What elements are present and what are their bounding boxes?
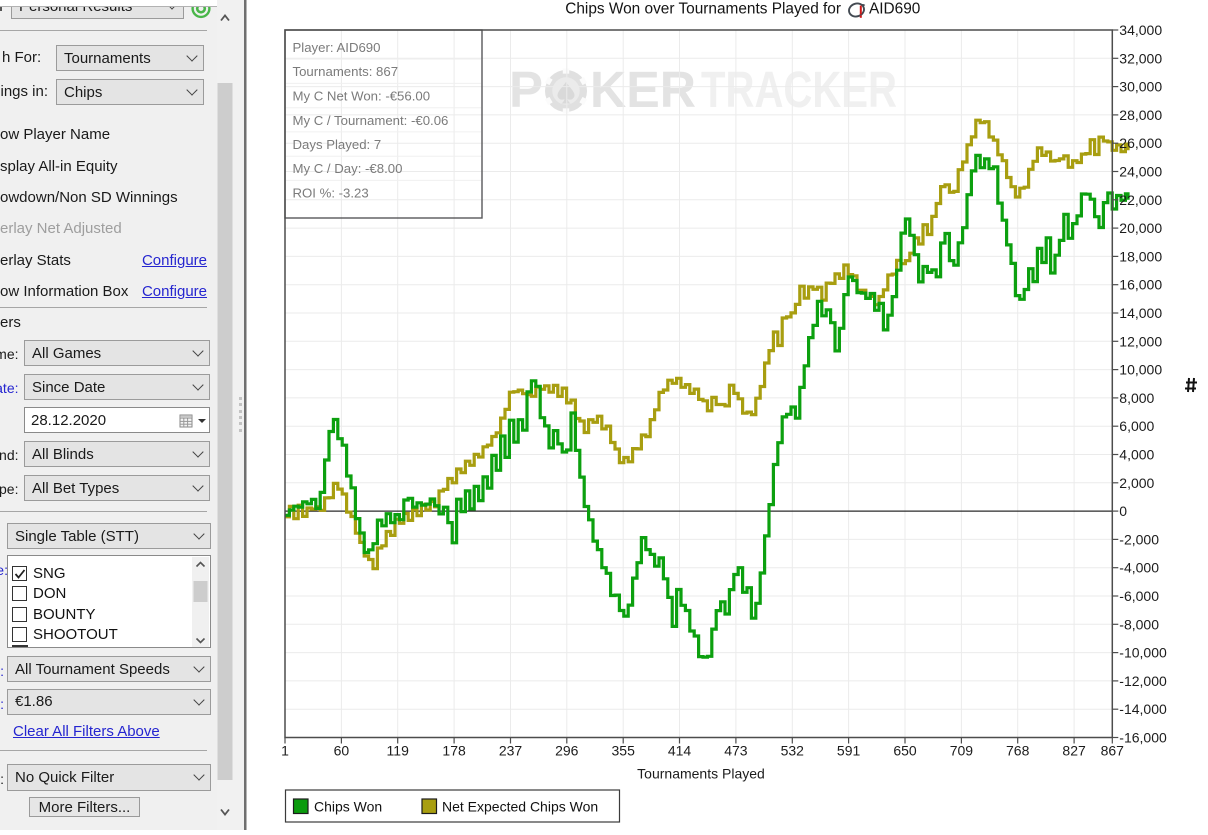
svg-text:709: 709	[950, 743, 974, 759]
svg-text:30,000: 30,000	[1119, 79, 1162, 95]
svg-text:Chips Won over Tournaments Pla: Chips Won over Tournaments Played for	[565, 1, 841, 18]
svg-text:10,000: 10,000	[1119, 362, 1162, 378]
svg-text:22,000: 22,000	[1119, 192, 1162, 208]
svg-text:20,000: 20,000	[1119, 220, 1162, 236]
svg-text:Chips Won: Chips Won	[314, 799, 382, 815]
svg-text:Net Expected Chips Won: Net Expected Chips Won	[442, 799, 598, 815]
svg-text:650: 650	[893, 743, 917, 759]
svg-text:-4,000: -4,000	[1119, 560, 1159, 576]
svg-text:414: 414	[668, 743, 692, 759]
svg-text:My C / Day: -€8.00: My C / Day: -€8.00	[293, 161, 403, 176]
svg-text:355: 355	[612, 743, 636, 759]
svg-text:TRACKER: TRACKER	[701, 61, 897, 118]
svg-text:-16,000: -16,000	[1119, 730, 1167, 746]
svg-text:1: 1	[281, 743, 289, 759]
svg-text:867: 867	[1101, 743, 1125, 759]
svg-text:-10,000: -10,000	[1119, 645, 1167, 661]
svg-text:768: 768	[1006, 743, 1030, 759]
svg-text:4,000: 4,000	[1119, 447, 1154, 463]
svg-text:591: 591	[837, 743, 861, 759]
svg-text:My C / Tournament: -€0.06: My C / Tournament: -€0.06	[293, 113, 449, 128]
svg-text:296: 296	[555, 743, 579, 759]
svg-text:119: 119	[387, 743, 410, 759]
svg-text:AID690: AID690	[869, 1, 920, 18]
svg-text:34,000: 34,000	[1119, 22, 1162, 38]
svg-text:18,000: 18,000	[1119, 248, 1162, 264]
svg-text:2,000: 2,000	[1119, 475, 1154, 491]
svg-text:Days Played: 7: Days Played: 7	[293, 137, 382, 152]
svg-text:-6,000: -6,000	[1119, 588, 1159, 604]
svg-text:32,000: 32,000	[1119, 50, 1162, 66]
svg-text:28,000: 28,000	[1119, 107, 1162, 123]
svg-text:473: 473	[724, 743, 748, 759]
svg-text:14,000: 14,000	[1119, 305, 1162, 321]
svg-text:0: 0	[1119, 503, 1127, 519]
svg-text:-14,000: -14,000	[1119, 701, 1167, 717]
svg-text:178: 178	[442, 743, 466, 759]
svg-text:ROI %: -3.23: ROI %: -3.23	[293, 186, 369, 201]
svg-text:60: 60	[334, 743, 350, 759]
svg-text:KER: KER	[590, 61, 696, 118]
svg-text:8,000: 8,000	[1119, 390, 1154, 406]
svg-text:My C Net Won: -€56.00: My C Net Won: -€56.00	[293, 89, 431, 104]
svg-text:6,000: 6,000	[1119, 418, 1154, 434]
svg-text:-8,000: -8,000	[1119, 616, 1159, 632]
svg-text:Player: AID690: Player: AID690	[293, 40, 381, 55]
svg-text:Tournaments Played: Tournaments Played	[637, 766, 765, 782]
svg-text:237: 237	[499, 743, 523, 759]
svg-text:26,000: 26,000	[1119, 135, 1162, 151]
svg-text:-2,000: -2,000	[1119, 531, 1159, 547]
svg-text:Tournaments: 867: Tournaments: 867	[293, 64, 399, 79]
svg-text:-12,000: -12,000	[1119, 673, 1167, 689]
svg-text:P: P	[509, 61, 543, 118]
svg-text:16,000: 16,000	[1119, 277, 1162, 293]
svg-text:827: 827	[1062, 743, 1086, 759]
svg-text:12,000: 12,000	[1119, 333, 1162, 349]
svg-text:532: 532	[781, 743, 805, 759]
svg-text:24,000: 24,000	[1119, 164, 1162, 180]
